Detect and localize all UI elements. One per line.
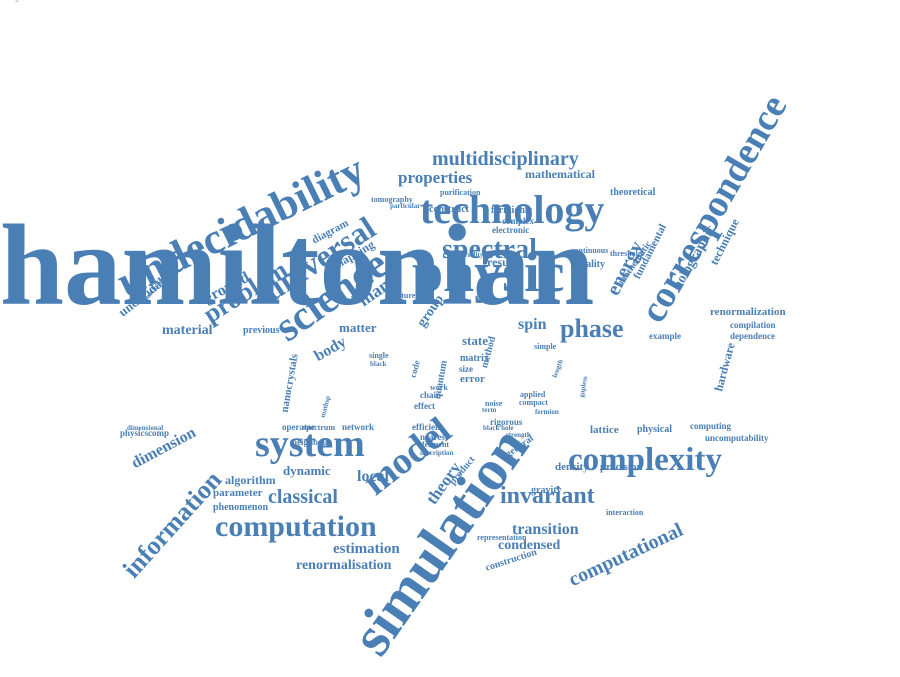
word-physic: physic [412, 242, 565, 305]
word-tomography: tomography [371, 194, 413, 204]
word-renormalization: renormalization [710, 306, 786, 319]
word-gapless: gapless [577, 376, 590, 399]
word-matrix: matrix [460, 353, 489, 364]
word-decay: decay [0, 0, 20, 2]
word-black: black [370, 360, 387, 369]
word-efficient: efficient [412, 421, 443, 432]
word-material: material [162, 322, 213, 338]
word-system: system [255, 422, 365, 465]
word-electronic: electronic [492, 224, 530, 235]
word-single: single [369, 350, 389, 360]
word-previous: previous [243, 325, 280, 336]
word-algorithm: algorithm [225, 473, 276, 488]
word-body: body [311, 333, 350, 366]
word-threshold: threshold [610, 248, 643, 258]
word-size: size [459, 363, 473, 374]
word-lattice: lattice [590, 424, 619, 437]
word-dynamic: dynamic [283, 462, 331, 478]
word-hamiltonian: hamiltonian [0, 202, 595, 329]
word-work: work [430, 382, 448, 392]
word-renormalisation: renormalisation [296, 557, 392, 573]
word-purification: purification [440, 187, 481, 197]
word-mathsp: mathsp [318, 395, 333, 419]
word-compact: compact [519, 397, 548, 407]
word-properties: properties [398, 168, 473, 188]
word-term: term [482, 406, 497, 415]
word-physicscomp: physicscomp [120, 427, 170, 438]
word-result: result [487, 255, 517, 270]
word-operator: operator [282, 421, 316, 432]
word-description: description [420, 449, 454, 458]
word-fermion: fermion [535, 408, 559, 417]
word-ferment: ferment [422, 439, 450, 449]
word-spectral: spectral [442, 233, 537, 265]
word-network: network [342, 421, 374, 432]
word-compilation: compilation [730, 319, 776, 330]
word-rigorous: rigorous [490, 416, 523, 427]
word-mathematical: mathematical [525, 167, 595, 182]
word-phase: phase [560, 314, 624, 344]
word-noise: noise [485, 398, 503, 408]
word-theoretical: theoretical [610, 187, 656, 198]
word-duality: duality [575, 259, 606, 270]
word-precision: precision [600, 461, 643, 474]
word-chain: chain [420, 389, 442, 400]
word-quantum: quantum [432, 359, 450, 400]
word-condensed: condensed [498, 537, 561, 553]
word-physical: physical [637, 424, 673, 435]
word-complexity: complexity [568, 441, 722, 478]
word-representation: representation [477, 532, 527, 542]
word-technology: technology [420, 187, 605, 232]
word-spectrum: spectrum [303, 422, 335, 432]
word-computational: computational [565, 518, 687, 591]
word-example: example [649, 330, 681, 341]
word-information: information [116, 465, 228, 584]
word-density: density [555, 461, 589, 474]
word-correspondence: correspondence [631, 87, 796, 330]
word-multidisciplinary: multidisciplinary [432, 148, 579, 170]
word-estimation: estimation [333, 541, 400, 557]
word-fermionic: fermionic [491, 205, 533, 216]
word-matter: matter [339, 319, 377, 335]
word-nanocrystals: nanocrystals [278, 353, 301, 414]
word-simple: simple [534, 341, 557, 351]
word-local: local [357, 468, 389, 486]
word-continuous: continuous [571, 245, 609, 255]
word-nearest: nearest [420, 431, 448, 442]
word-interaction: interaction [606, 507, 644, 517]
word-feature: feature [391, 290, 416, 300]
word-state: state [462, 332, 488, 348]
word-length: length [550, 358, 565, 380]
word-gravity: gravity [531, 485, 562, 496]
word-construct: construct [429, 204, 469, 215]
word-phenomenon: phenomenon [213, 502, 269, 513]
word-computing: computing [690, 420, 732, 431]
word-uncomputability: uncomputability [705, 432, 769, 443]
word-applied: applied [520, 389, 546, 399]
word-complex: complex [502, 215, 534, 226]
word-transition: transition [512, 521, 579, 539]
word-black-hole: black hole [483, 424, 514, 433]
word-neighbour: neighbour [292, 436, 332, 447]
word-spin: spin [518, 316, 547, 334]
word-particular: particular [390, 202, 421, 211]
word-dimensional: dimensional [127, 424, 164, 433]
word-code: code [407, 358, 422, 379]
word-universality: universality [448, 251, 484, 260]
word-classical: classical [268, 486, 338, 508]
word-dependence: dependence [730, 330, 775, 341]
word-parameter: parameter [213, 487, 263, 500]
word-invariant: invariant [500, 482, 595, 509]
word-hardware: hardware [711, 341, 738, 394]
word-effect: effect [414, 400, 435, 411]
word-strength: strength [506, 431, 531, 440]
word-error: error [460, 373, 485, 386]
word-computation: computation [215, 510, 377, 543]
